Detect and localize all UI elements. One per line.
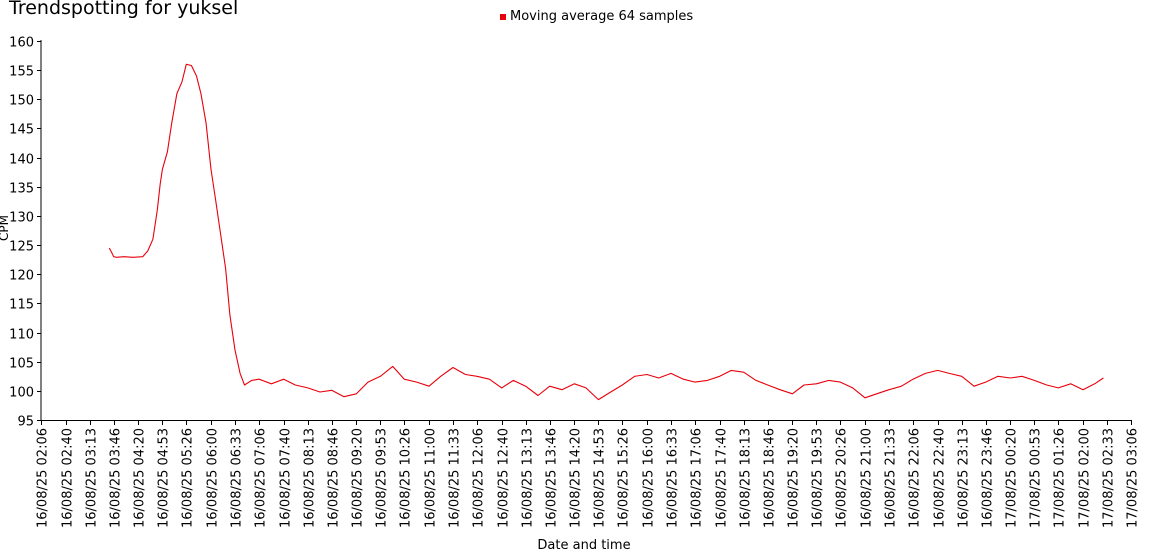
x-tick-label: 17/08/25 01:26 <box>1053 428 1068 528</box>
x-tick-label: 16/08/25 14:20 <box>569 428 584 528</box>
y-tick-label: 140 <box>9 153 34 168</box>
y-tick-label: 155 <box>9 65 34 80</box>
x-tick-label: 16/08/25 21:33 <box>884 428 899 528</box>
x-tick-label: 16/08/25 18:46 <box>763 428 778 528</box>
x-tick-label: 16/08/25 15:26 <box>617 428 632 528</box>
x-tick-label: 17/08/25 00:53 <box>1029 428 1044 528</box>
x-tick-label: 16/08/25 19:53 <box>811 428 826 528</box>
chart-title: Trendspotting for yuksel <box>9 0 239 19</box>
x-tick-label: 16/08/25 02:40 <box>61 428 76 528</box>
x-tick-label: 16/08/25 08:46 <box>327 428 342 528</box>
y-tick-label: 160 <box>9 36 34 51</box>
x-tick-label: 16/08/25 18:13 <box>739 428 754 528</box>
x-tick-label: 16/08/25 22:06 <box>908 428 923 528</box>
x-tick-label: 16/08/25 09:20 <box>351 428 366 528</box>
x-tick-label: 16/08/25 02:06 <box>36 428 51 528</box>
x-tick-label: 16/08/25 07:06 <box>254 428 269 528</box>
x-tick-label: 16/08/25 13:46 <box>545 428 560 528</box>
x-tick-label: 16/08/25 06:33 <box>230 428 245 528</box>
x-tick-label: 17/08/25 02:33 <box>1102 428 1117 528</box>
x-tick-label: 16/08/25 03:46 <box>109 428 124 528</box>
y-tick-label: 130 <box>9 211 34 226</box>
y-axis-label: CPM <box>0 215 11 241</box>
y-tick-label: 120 <box>9 269 34 284</box>
y-tick-label: 115 <box>9 298 34 313</box>
x-tick-label: 16/08/25 06:00 <box>206 428 221 528</box>
x-tick-label: 16/08/25 17:06 <box>690 428 705 528</box>
legend-swatch <box>500 13 506 20</box>
x-tick-label: 16/08/25 23:13 <box>957 428 972 528</box>
x-tick-label: 16/08/25 04:53 <box>157 428 172 528</box>
x-tick-label: 16/08/25 11:00 <box>424 428 439 528</box>
x-tick-label: 16/08/25 17:40 <box>715 428 730 528</box>
x-tick-label: 17/08/25 00:20 <box>1005 428 1020 528</box>
x-tick-label: 16/08/25 16:00 <box>642 428 657 528</box>
series-line-moving-average <box>108 63 1104 401</box>
y-tick-label: 95 <box>17 415 34 430</box>
x-tick-label: 16/08/25 13:13 <box>521 428 536 528</box>
x-tick-label: 16/08/25 03:13 <box>85 428 100 528</box>
x-axis-label: Date and time <box>537 538 630 553</box>
x-tick-label: 16/08/25 07:40 <box>279 428 294 528</box>
x-tick-label: 17/08/25 03:06 <box>1126 428 1141 528</box>
y-tick-label: 150 <box>9 94 34 109</box>
x-tick-label: 16/08/25 12:06 <box>472 428 487 528</box>
y-axis: 95 100 105 110 115 120 125 130 135 140 145 150 155 16… <box>9 36 42 430</box>
x-tick-label: 16/08/25 04:20 <box>133 428 148 528</box>
y-tick-label: 100 <box>9 386 34 401</box>
series-layer <box>108 63 1104 401</box>
legend-label: Moving average 64 samples <box>510 9 694 24</box>
x-tick-label: 16/08/25 11:33 <box>448 428 463 528</box>
x-tick-label: 16/08/25 14:53 <box>593 428 608 528</box>
x-tick-label: 16/08/25 19:20 <box>787 428 802 528</box>
x-tick-label: 16/08/25 09:53 <box>375 428 390 528</box>
x-tick-label: 16/08/25 21:00 <box>860 428 875 528</box>
x-tick-label: 16/08/25 20:26 <box>835 428 850 528</box>
x-tick-label: 16/08/25 05:26 <box>181 428 196 528</box>
y-tick-label: 125 <box>9 240 34 255</box>
x-tick-label: 16/08/25 23:46 <box>981 428 996 528</box>
x-tick-label: 17/08/25 02:00 <box>1078 428 1093 528</box>
x-tick-label: 16/08/25 08:13 <box>303 428 318 528</box>
y-tick-label: 135 <box>9 182 34 197</box>
x-tick-label: 16/08/25 16:33 <box>666 428 681 528</box>
y-tick-label: 145 <box>9 123 34 138</box>
x-tick-label: 16/08/25 12:40 <box>497 428 512 528</box>
y-tick-label: 105 <box>9 357 34 372</box>
y-tick-label: 110 <box>9 328 34 343</box>
x-tick-label: 16/08/25 22:40 <box>933 428 948 528</box>
chart-legend: Moving average 64 samples <box>500 9 693 24</box>
x-tick-label: 16/08/25 10:26 <box>399 428 414 528</box>
x-axis: 16/08/25 02:06 16/08/25 02:40 16/08/25 03:… <box>36 420 1141 528</box>
